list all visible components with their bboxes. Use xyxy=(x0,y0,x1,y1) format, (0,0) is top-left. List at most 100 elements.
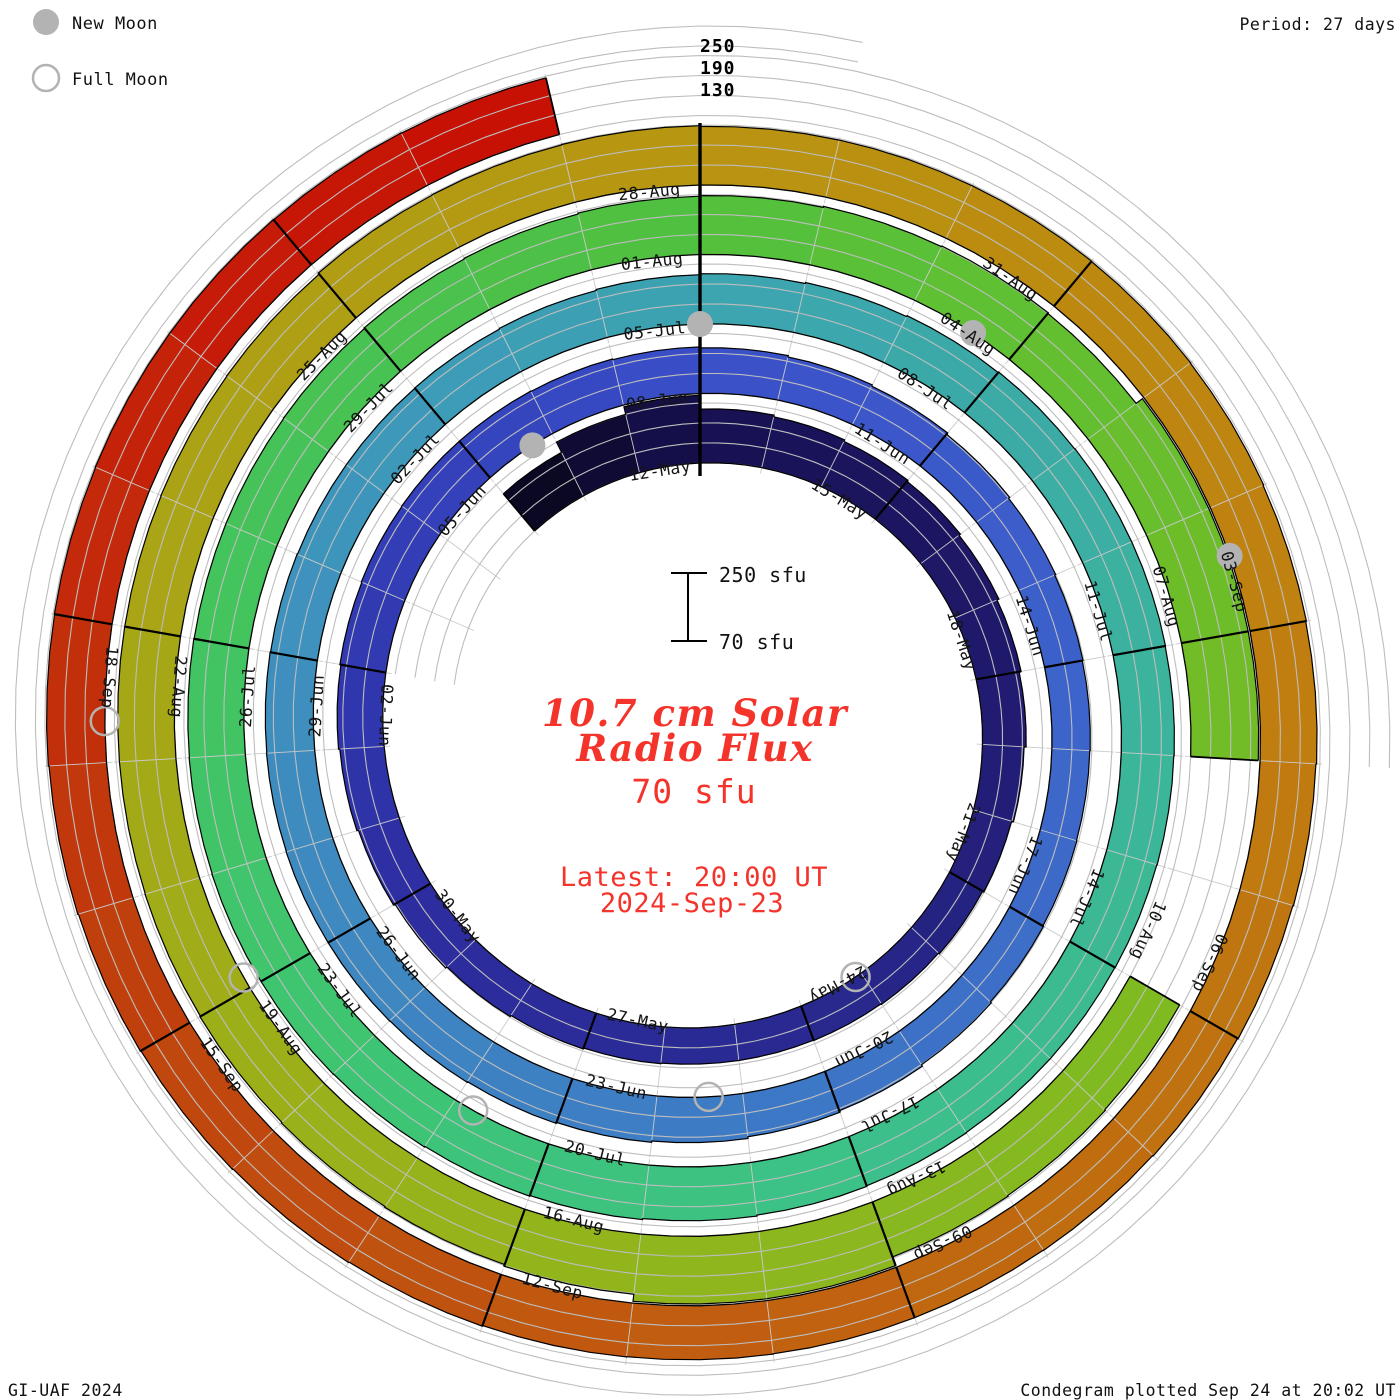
three-day-separator xyxy=(458,440,491,479)
flux-bar-day xyxy=(297,464,385,574)
flux-bar-day xyxy=(1113,1011,1238,1156)
flux-bar-day xyxy=(975,1070,1106,1196)
flux-bar-day xyxy=(750,1136,867,1216)
flux-bar-day xyxy=(384,1158,525,1265)
three-day-separator xyxy=(800,1005,815,1041)
plotted-label: Condegram plotted Sep 24 at 20:02 UT xyxy=(1020,1381,1396,1400)
three-day-separator xyxy=(327,917,371,944)
three-day-separator xyxy=(392,882,431,906)
day-boundary-line xyxy=(576,209,594,276)
flux-bar-day xyxy=(1009,829,1077,926)
day-boundary-line xyxy=(497,978,536,1036)
three-day-separator xyxy=(1189,1010,1239,1040)
flux-bar-day xyxy=(651,1093,748,1143)
flux-bar-day xyxy=(226,274,356,410)
three-day-separator xyxy=(199,986,251,1018)
three-day-separator xyxy=(269,651,318,662)
flux-bar-day xyxy=(596,274,700,338)
flux-bar-day xyxy=(583,1013,666,1064)
flux-bar-day xyxy=(459,391,553,478)
flux-bar-day xyxy=(1069,849,1157,968)
flux-bar-day xyxy=(333,1035,456,1147)
three-day-separator xyxy=(481,1274,503,1327)
day-boundary-line xyxy=(92,465,156,494)
flux-bar-day xyxy=(1013,1118,1153,1251)
three-day-separator xyxy=(1112,644,1166,657)
flux-bar-day xyxy=(1106,752,1174,865)
new-moon-marker xyxy=(960,320,987,347)
flux-bar-day xyxy=(861,927,939,1005)
flux-bar-day xyxy=(852,386,948,466)
flux-bar-day xyxy=(914,246,1049,360)
day-boundary-line xyxy=(140,875,206,897)
day-boundary-line xyxy=(823,136,841,204)
day-boundary-line xyxy=(1115,751,1184,757)
day-boundary-line xyxy=(382,1152,421,1211)
flux-bar-day xyxy=(482,1274,633,1357)
day-boundary-line xyxy=(633,1228,642,1296)
day-boundary-line xyxy=(849,368,881,431)
three-day-separator xyxy=(823,1070,841,1113)
day-boundary-line xyxy=(741,1087,751,1156)
flux-bar-day xyxy=(117,626,181,762)
day-boundary-line xyxy=(757,1225,767,1294)
flux-bar-day xyxy=(875,481,961,564)
flux-bar-day xyxy=(556,414,640,496)
day-boundary-line xyxy=(560,141,578,209)
day-boundary-line xyxy=(339,815,406,837)
three-day-separator xyxy=(1069,940,1116,969)
radial-scale-labels: 250 190 130 xyxy=(700,36,736,101)
flux-bar-day xyxy=(1113,646,1175,756)
day-boundary-line xyxy=(420,1094,460,1152)
flux-bar-day xyxy=(1054,261,1191,398)
day-boundary-line xyxy=(1013,565,1077,594)
flux-bar-day xyxy=(962,906,1044,1002)
new-moon-label: New Moon xyxy=(72,14,158,34)
day-boundary-line xyxy=(278,1078,329,1126)
flux-bar-day xyxy=(660,1024,739,1065)
three-day-separator xyxy=(528,1143,550,1197)
three-day-separator xyxy=(193,637,250,650)
day-boundary-line xyxy=(1138,360,1194,402)
flux-bar-day xyxy=(1044,660,1091,751)
day-boundary-line xyxy=(1167,867,1233,888)
flux-bar-day xyxy=(273,132,428,265)
full-moon-icon xyxy=(31,63,61,93)
bar-top-outline xyxy=(45,77,1318,1361)
day-boundary-line xyxy=(749,1156,759,1225)
flux-bar-day xyxy=(467,1041,573,1124)
flux-bar-day xyxy=(920,434,1010,523)
flux-bar-day xyxy=(504,1209,641,1295)
center-annotation: 10.7 cm Solar Radio Flux 70 sfu Latest: … xyxy=(542,691,847,919)
flux-bar-day xyxy=(46,614,112,766)
day-boundary-line xyxy=(972,1141,1011,1200)
chart-title-line2: Radio Flux xyxy=(575,726,813,770)
flux-bar-day xyxy=(1190,889,1293,1039)
three-day-separator xyxy=(847,1136,868,1187)
three-day-separator xyxy=(124,625,181,638)
flux-bar-day xyxy=(911,872,983,954)
flux-bar-day xyxy=(734,1006,814,1061)
flux-bar-day xyxy=(361,506,440,601)
day-boundary-line xyxy=(759,407,777,474)
day-boundary-line xyxy=(592,276,610,344)
day-boundary-line xyxy=(344,1210,383,1269)
flux-bar-day xyxy=(499,290,608,372)
day-boundary-line xyxy=(1077,537,1140,566)
moon-markers xyxy=(89,311,1243,1126)
three-day-separator xyxy=(963,371,1000,414)
flux-bar-day xyxy=(821,441,908,520)
radial-tick-190: 190 xyxy=(700,58,736,79)
flux-bar-day xyxy=(700,195,824,265)
flux-bar-day xyxy=(1063,976,1180,1110)
latest-date: 2024-Sep-23 xyxy=(600,888,784,919)
three-day-separator xyxy=(54,613,113,626)
three-day-separator xyxy=(582,1012,598,1050)
three-day-separator xyxy=(874,479,909,520)
flux-bar-day xyxy=(556,1078,657,1143)
day-boundary-line xyxy=(857,967,896,1026)
bar-outlines xyxy=(45,77,1318,1361)
day-boundary-line xyxy=(933,1083,973,1142)
day-boundary-line xyxy=(775,339,793,406)
